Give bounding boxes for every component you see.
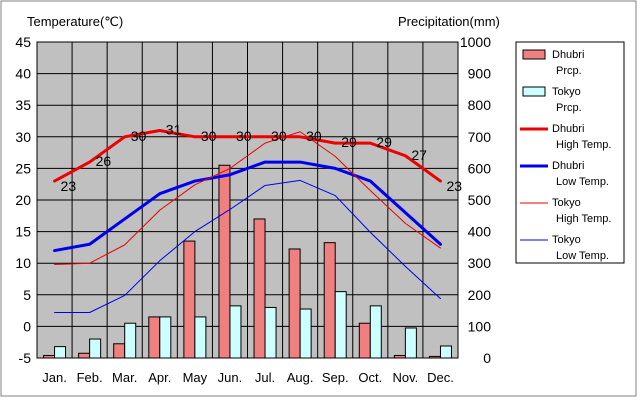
legend-label: Dhubri xyxy=(552,49,584,61)
precip-bar xyxy=(89,338,102,359)
x-tick-label: Dec. xyxy=(427,370,454,385)
right-tick-label: 800 xyxy=(468,97,492,113)
right-tick-label: 300 xyxy=(468,255,492,271)
right-tick-label: 500 xyxy=(468,192,492,208)
data-label: 26 xyxy=(96,153,112,169)
data-label: 30 xyxy=(236,128,252,144)
precip-bar xyxy=(183,240,196,359)
right-tick-label: 1000 xyxy=(460,34,491,50)
left-tick-label: 0 xyxy=(23,318,31,334)
precip-bar xyxy=(218,164,231,359)
left-tick-label: 5 xyxy=(23,287,31,303)
data-label: 30 xyxy=(306,128,322,144)
precip-bar xyxy=(299,308,312,359)
data-label: 30 xyxy=(131,128,147,144)
left-tick-label: 35 xyxy=(15,97,31,113)
precip-bar xyxy=(358,322,371,359)
right-tick-label: 400 xyxy=(468,224,492,240)
legend-swatch xyxy=(522,86,546,97)
data-label: 31 xyxy=(166,121,182,137)
temp-line xyxy=(53,160,442,253)
data-label: 23 xyxy=(61,178,77,194)
precip-bar xyxy=(253,218,266,359)
data-label: 23 xyxy=(446,178,462,194)
legend-box xyxy=(515,41,625,264)
temp-line xyxy=(54,131,441,265)
precip-bar xyxy=(124,322,137,359)
left-tick-label: 45 xyxy=(15,34,31,50)
right-axis-title: Precipitation(mm) xyxy=(398,14,500,29)
precip-bar xyxy=(229,305,242,359)
legend-label: Dhubri xyxy=(552,160,584,172)
right-tick-label: 200 xyxy=(468,287,492,303)
legend-label: Low Temp. xyxy=(556,250,609,262)
precip-bar xyxy=(369,305,382,359)
legend-label: Tokyo xyxy=(552,197,581,209)
precip-bar xyxy=(264,306,277,359)
x-tick-label: Sep. xyxy=(322,370,349,385)
left-tick-label: -5 xyxy=(19,350,32,366)
precip-bar xyxy=(334,291,347,359)
left-tick-label: 25 xyxy=(15,160,31,176)
left-tick-label: 10 xyxy=(15,255,31,271)
x-tick-label: Nov. xyxy=(392,370,418,385)
left-tick-label: 40 xyxy=(15,66,31,82)
right-tick-label: 600 xyxy=(468,160,492,176)
data-label: 30 xyxy=(201,128,217,144)
x-tick-label: Aug. xyxy=(287,370,314,385)
x-tick-label: Feb. xyxy=(77,370,103,385)
x-tick-label: Apr. xyxy=(148,370,171,385)
x-tick-label: May xyxy=(183,370,208,385)
right-tick-label: 700 xyxy=(468,129,492,145)
right-tick-label: 100 xyxy=(468,318,492,334)
precip-bar xyxy=(323,242,336,359)
x-tick-label: Jan. xyxy=(42,370,67,385)
x-tick-label: Jun. xyxy=(218,370,243,385)
data-label: 30 xyxy=(271,128,287,144)
x-tick-label: Jul. xyxy=(255,370,275,385)
precip-bar xyxy=(194,316,207,359)
precip-bar xyxy=(78,352,91,359)
left-tick-label: 20 xyxy=(15,192,31,208)
legend-swatch xyxy=(522,49,546,60)
precip-bar xyxy=(404,327,417,359)
precip-bar xyxy=(288,248,301,359)
precip-bar xyxy=(439,345,452,359)
left-tick-label: 30 xyxy=(15,129,31,145)
legend-label: Tokyo xyxy=(552,86,581,98)
legend-label: Low Temp. xyxy=(556,176,609,188)
right-tick-label: 0 xyxy=(483,350,491,366)
precip-bar xyxy=(393,354,406,359)
x-tick-label: Mar. xyxy=(112,370,137,385)
legend-label: Prcp. xyxy=(556,102,582,114)
precip-bar xyxy=(54,346,67,359)
x-tick-label: Oct. xyxy=(358,370,382,385)
temp-line xyxy=(54,179,441,313)
legend-label: Prcp. xyxy=(556,65,582,77)
legend-label: Tokyo xyxy=(552,234,581,246)
precip-bar xyxy=(43,354,56,359)
data-label: 27 xyxy=(411,147,427,163)
data-label: 29 xyxy=(376,134,392,150)
precip-bar xyxy=(148,316,161,359)
legend-label: Dhubri xyxy=(552,123,584,135)
left-tick-label: 15 xyxy=(15,224,31,240)
legend-label: High Temp. xyxy=(556,213,611,225)
temp-line xyxy=(53,128,442,183)
precip-bar xyxy=(428,355,441,359)
precip-bar xyxy=(159,316,172,359)
left-axis-title: Temperature(℃) xyxy=(27,14,123,29)
right-tick-label: 900 xyxy=(468,66,492,82)
precip-bar xyxy=(113,343,126,359)
data-label: 29 xyxy=(341,134,357,150)
legend-label: High Temp. xyxy=(556,139,611,151)
